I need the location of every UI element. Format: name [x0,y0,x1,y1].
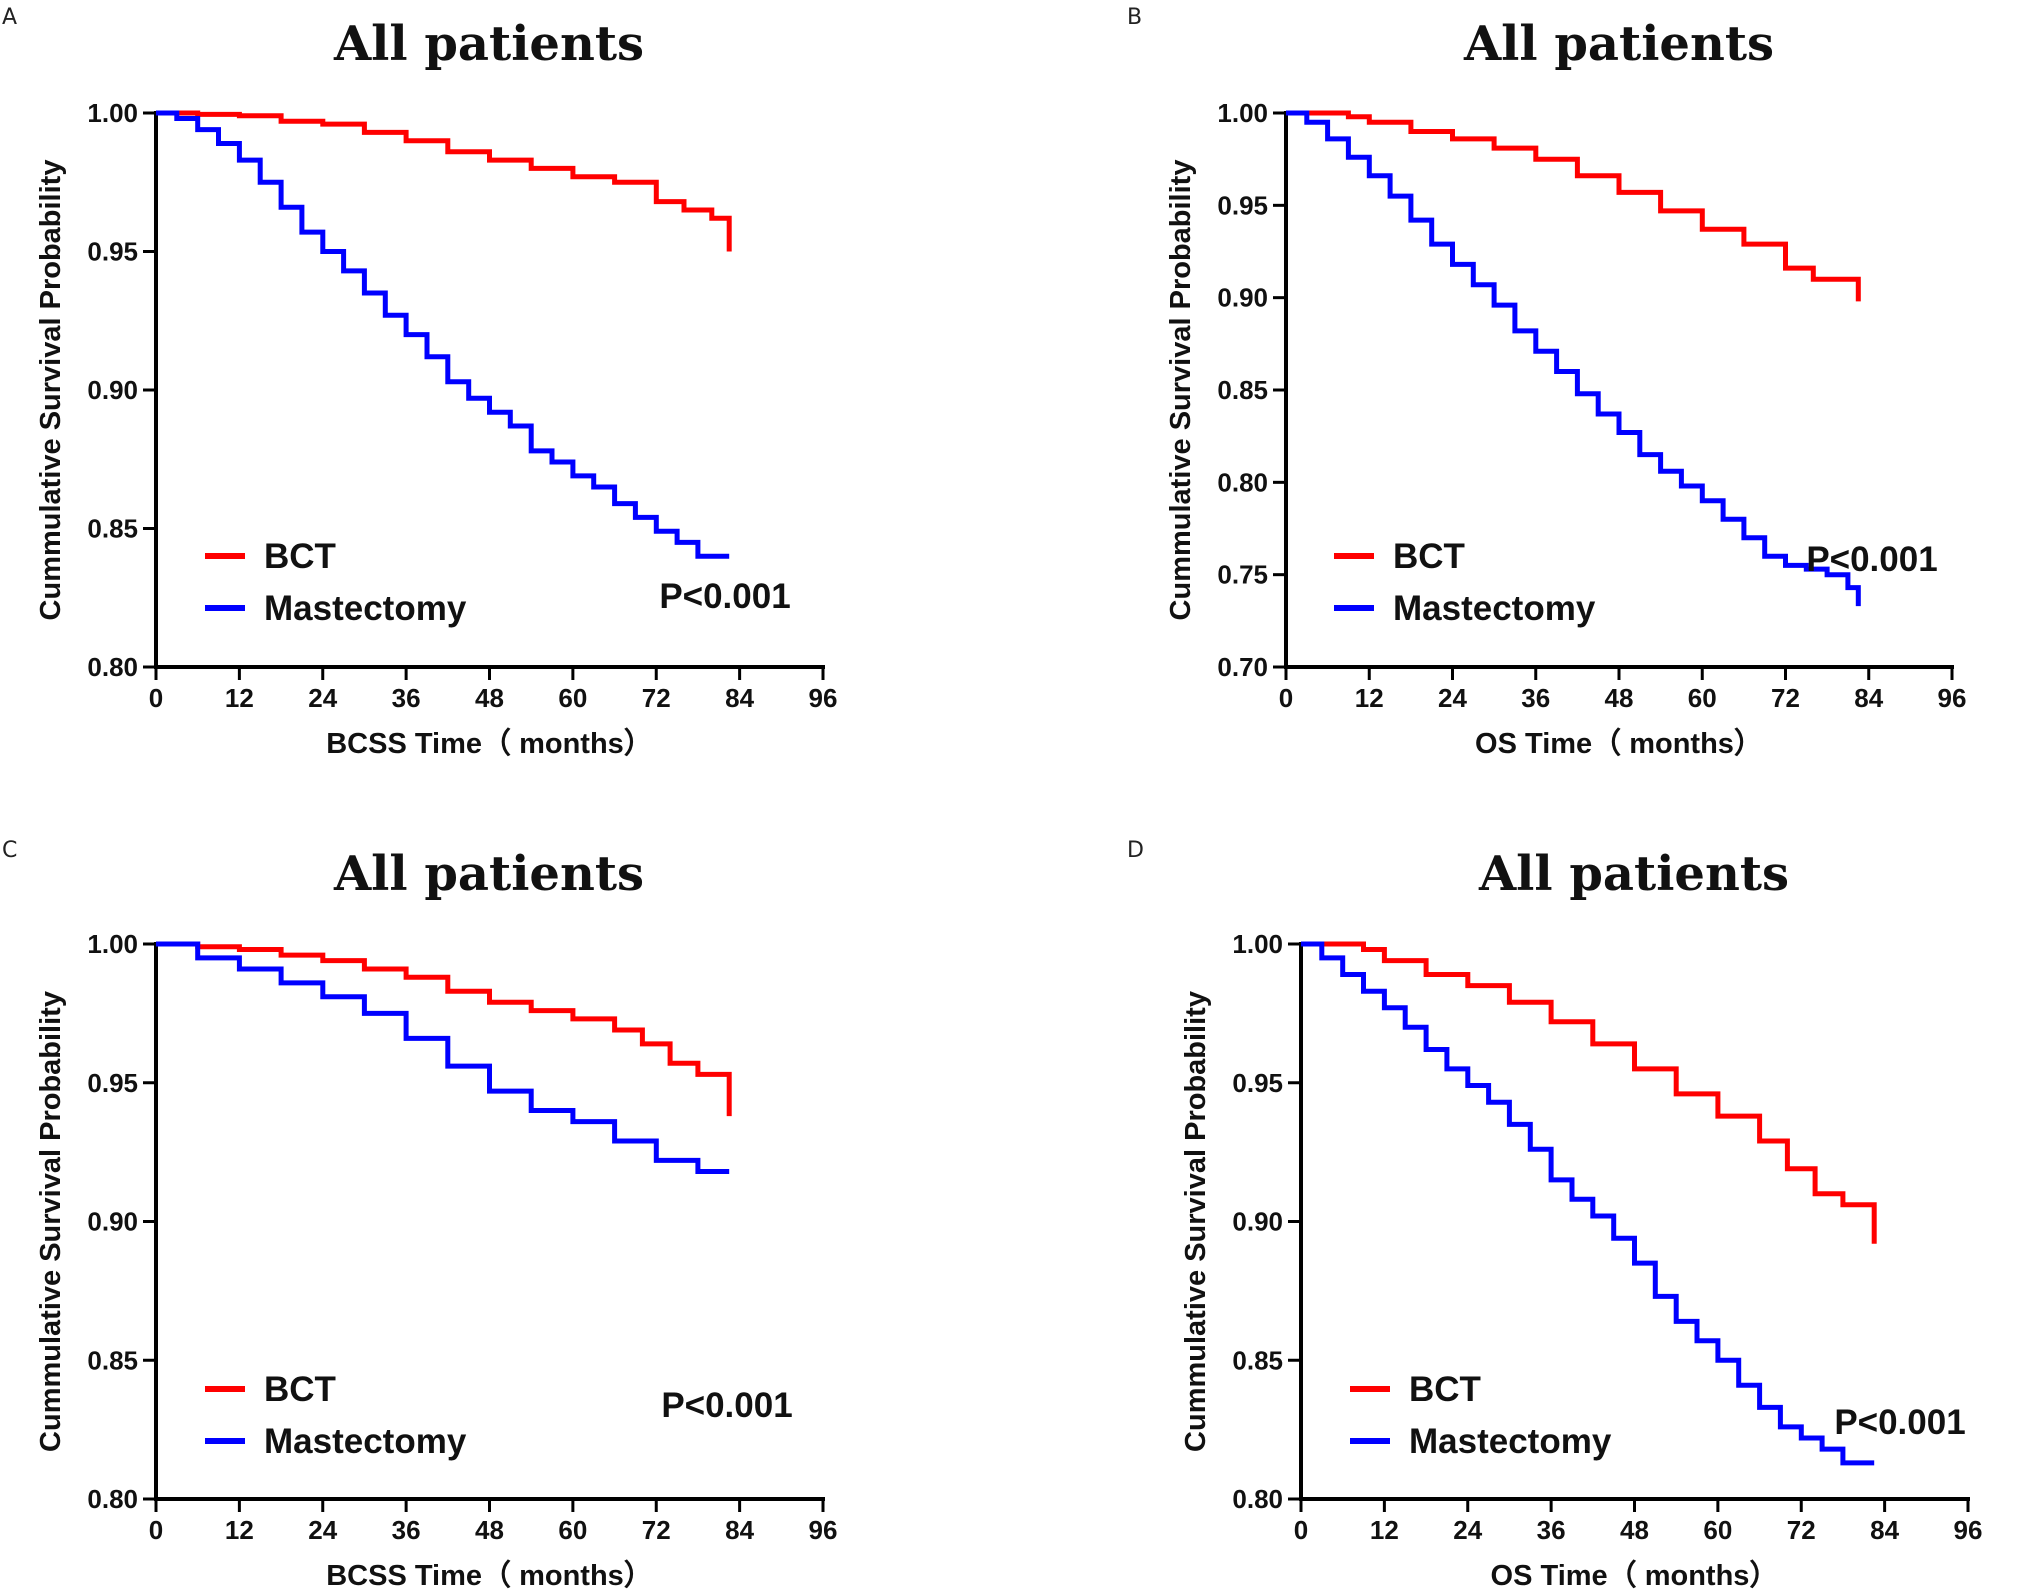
x-tick-label: 0 [1294,1515,1308,1545]
y-axis-title: Cummulative Survival Probability [35,160,67,621]
x-tick-label: 84 [725,683,754,713]
p-value: P<0.001 [659,577,790,616]
x-tick-label: 12 [1370,1515,1399,1545]
y-tick-label: 0.85 [1217,375,1268,405]
x-tick-label: 0 [149,1515,163,1545]
x-tick-label: 48 [1620,1515,1649,1545]
p-value: P<0.001 [1834,1403,1965,1442]
y-tick-label: 0.80 [1217,467,1268,497]
chart-panel-a: A All patients 0 12 24 36 48 60 72 84 96 0.80 0.85 0.… [2,5,837,760]
x-tick-label: 24 [1453,1515,1482,1545]
y-tick-label: 1.00 [1217,98,1268,128]
x-tick-label: 36 [392,1515,421,1545]
x-tick-label: 60 [1688,683,1717,713]
x-axis-title: BCSS Time（ months） [326,727,653,760]
x-tick-label: 48 [475,683,504,713]
x-axis-title: OS Time（ months） [1491,1559,1779,1592]
y-tick-label: 0.70 [1217,652,1268,682]
survival-curve-mastectomy [1301,941,1875,1466]
x-tick-label: 0 [1279,683,1293,713]
y-tick-label: 0.80 [1232,1484,1283,1514]
x-tick-label: 36 [1521,683,1550,713]
y-tick-label: 0.95 [1232,1068,1283,1098]
x-tick-label: 84 [1870,1515,1899,1545]
x-tick-label: 96 [1938,683,1967,713]
legend-label-mastectomy: Mastectomy [264,1422,467,1461]
y-tick-label: 0.95 [87,1068,138,1098]
y-tick-label: 0.85 [87,1345,138,1375]
legend-label-bct: BCT [264,1370,336,1409]
chart-title: All patients [1463,16,1774,72]
survival-curve-bct [1286,110,1861,302]
chart-title: All patients [1478,846,1789,902]
x-tick-label: 36 [1537,1515,1566,1545]
x-tick-label: 72 [1771,683,1800,713]
x-tick-label: 96 [809,1515,838,1545]
survival-curve-mastectomy [1286,110,1861,607]
y-tick-label: 0.95 [87,237,138,267]
survival-curve-bct [1301,941,1877,1244]
chart-panel-c: C All patients 0 12 24 36 48 60 72 84 96 0.80 0.85 0.… [2,838,837,1592]
legend-label-mastectomy: Mastectomy [1393,589,1596,628]
p-value: P<0.001 [1806,540,1937,579]
legend-label-bct: BCT [264,537,336,576]
y-tick-label: 0.85 [1232,1345,1283,1375]
survival-curve-bct [156,110,732,252]
x-axis-title: BCSS Time（ months） [326,1559,653,1592]
x-tick-label: 96 [1954,1515,1983,1545]
y-tick-label: 0.90 [87,1207,138,1237]
survival-curve-mastectomy [156,110,730,559]
x-tick-label: 24 [1438,683,1467,713]
chart-title: All patients [333,846,644,902]
x-tick-label: 12 [225,683,254,713]
y-tick-label: 0.90 [1217,283,1268,313]
x-tick-label: 84 [725,1515,754,1545]
legend-label-bct: BCT [1409,1370,1481,1409]
x-axis-title: OS Time（ months） [1475,727,1763,760]
panel-letter: B [1127,5,1142,30]
x-tick-label: 72 [642,683,671,713]
y-tick-label: 0.90 [1232,1207,1283,1237]
survival-curve-bct [156,941,732,1117]
x-tick-label: 48 [1605,683,1634,713]
x-tick-label: 72 [642,1515,671,1545]
y-tick-label: 1.00 [1232,929,1283,959]
chart-panel-d: D All patients 0 12 24 36 48 60 72 84 96 0.80 0.85 0.… [1127,838,1982,1592]
legend-label-mastectomy: Mastectomy [264,589,467,628]
p-value: P<0.001 [661,1386,792,1425]
x-tick-label: 24 [308,683,337,713]
x-tick-label: 84 [1854,683,1883,713]
y-tick-label: 0.95 [1217,190,1268,220]
x-tick-label: 60 [1703,1515,1732,1545]
y-tick-label: 0.75 [1217,560,1268,590]
chart-title: All patients [333,16,644,72]
x-tick-label: 0 [149,683,163,713]
panel-letter: C [2,838,17,863]
legend-label-mastectomy: Mastectomy [1409,1422,1612,1461]
x-tick-label: 12 [1355,683,1384,713]
y-axis-title: Cummulative Survival Probability [1180,991,1212,1452]
x-tick-label: 60 [558,683,587,713]
x-tick-label: 12 [225,1515,254,1545]
panel-letter: A [2,5,17,30]
y-tick-label: 0.90 [87,375,138,405]
y-tick-label: 1.00 [87,929,138,959]
y-axis-title: Cummulative Survival Probability [1165,160,1197,621]
x-tick-label: 48 [475,1515,504,1545]
x-tick-label: 60 [558,1515,587,1545]
survival-curve-mastectomy [156,941,730,1174]
x-tick-label: 36 [392,683,421,713]
x-tick-label: 72 [1787,1515,1816,1545]
x-tick-label: 96 [809,683,838,713]
x-tick-label: 24 [308,1515,337,1545]
panel-letter: D [1127,838,1144,863]
y-tick-label: 0.80 [87,652,138,682]
y-tick-label: 1.00 [87,98,138,128]
y-tick-label: 0.85 [87,514,138,544]
y-tick-label: 0.80 [87,1484,138,1514]
y-axis-title: Cummulative Survival Probability [35,991,67,1452]
chart-panel-b: B All patients 0 12 24 36 48 60 72 84 96 0.70 0.75 0.… [1127,5,1966,760]
legend-label-bct: BCT [1393,537,1465,576]
